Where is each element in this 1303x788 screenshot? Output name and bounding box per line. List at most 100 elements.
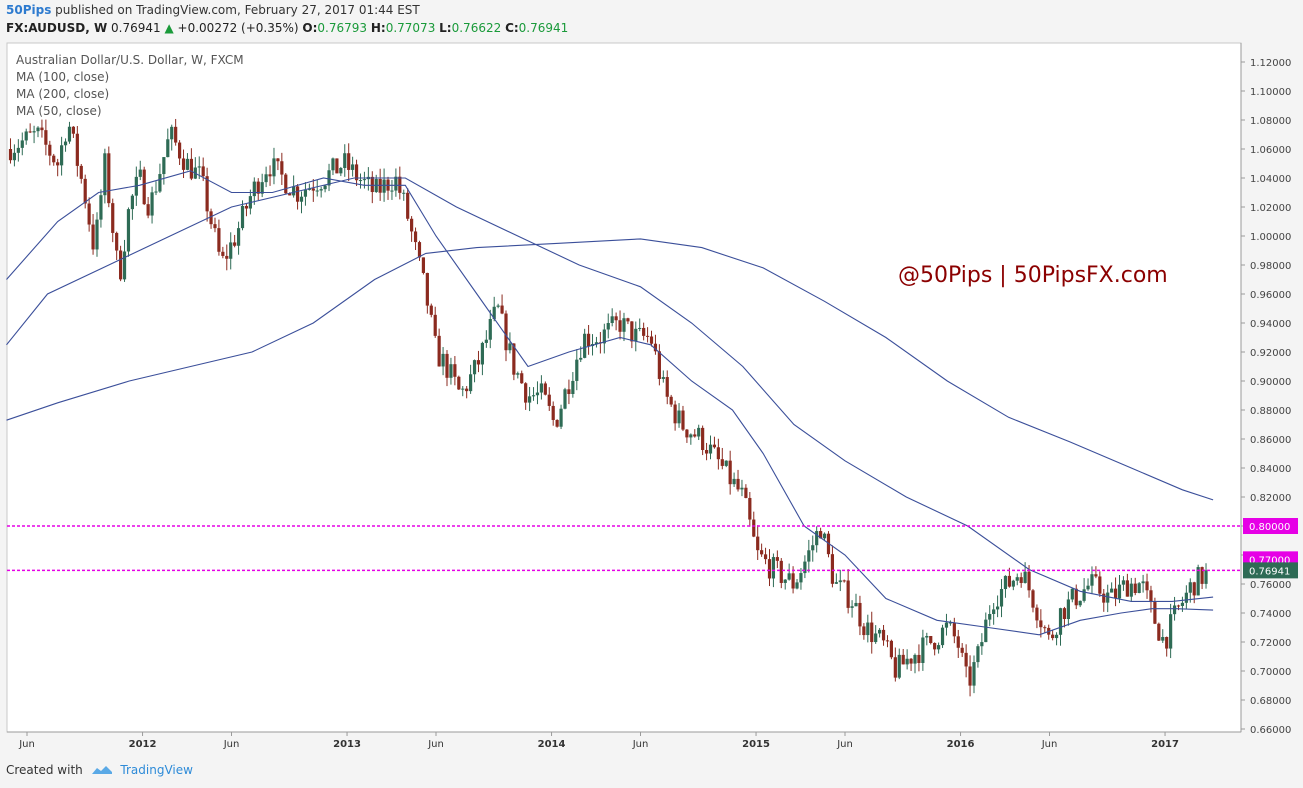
candle-body [822,533,827,539]
candle-body [657,351,661,379]
candle-body [323,185,327,190]
candle-body [563,389,567,409]
legend-title: Australian Dollar/U.S. Dollar, W, FXCM [16,53,244,67]
candle-body [724,460,728,466]
candle-body [48,144,52,156]
y-tick-label: 1.02000 [1250,203,1291,214]
candle-body [1184,592,1188,603]
candle-body [425,272,429,306]
candle-body [217,228,221,252]
candle-body [673,404,677,424]
candle-body [669,396,673,405]
candle-body [795,582,799,589]
candle-body [390,190,394,192]
candle-body [441,353,445,367]
candle-body [929,635,933,644]
y-tick-label: 1.06000 [1250,145,1291,156]
candle-body [480,342,485,365]
candle-body [583,333,587,358]
candle-body [197,166,201,168]
y-tick-label: 0.86000 [1250,435,1291,446]
candle-body [917,654,921,663]
candle-body [32,131,36,133]
last-price: 0.76941 [111,21,161,35]
candle-body [960,647,964,653]
candle-body [280,161,284,175]
candle-body [964,652,968,667]
y-axis-ticks: 1.12000 1.10000 1.08000 1.06000 1.04000 1.020… [1241,58,1291,736]
candle-body [535,392,540,396]
candle-body [665,377,669,397]
candle-body [142,169,146,205]
candle-body [126,209,131,252]
ma-line [6,170,1214,636]
candle-body [921,637,925,663]
candle-body [893,657,897,678]
tradingview-link[interactable]: TradingView [120,763,193,777]
candle-body [948,622,952,624]
y-tick-label: 0.88000 [1250,406,1291,417]
candle-body [653,343,658,352]
y-tick-label: 1.00000 [1250,232,1291,243]
candle-body [75,133,79,166]
candle-body [107,153,111,204]
candle-body [103,153,107,196]
high-value: 0.77073 [385,21,436,35]
candle-body [720,459,724,466]
candle-body [1153,602,1157,624]
author-link[interactable]: 50Pips [6,3,52,17]
y-tick-label: 1.12000 [1250,58,1291,69]
open-label: O: [302,21,318,35]
change-value: +0.00272 (+0.35%) [177,21,299,35]
candle-body [138,169,142,177]
candle-body [897,654,901,678]
candle-body [685,429,689,438]
tradingview-logo-icon[interactable] [91,764,113,774]
candle-body [492,306,496,320]
ohlc-line: FX:AUDUSD, W 0.76941 ▲ +0.00272 (+0.35%)… [6,21,568,35]
y-tick-label: 0.98000 [1250,261,1291,272]
candle-body [166,139,170,158]
candle-body [1149,590,1153,603]
candle-body [689,434,693,438]
candle-body [272,158,276,177]
level-tag [1243,518,1298,534]
candle-body [1003,575,1008,590]
candle-body [343,153,347,168]
y-tick-label: 0.68000 [1250,696,1291,707]
candle-body [819,531,823,539]
candle-body [1011,580,1015,587]
candle-body [382,179,386,193]
candle-body [952,622,956,637]
candle-body [1090,574,1094,586]
candle-body [162,157,166,175]
candle-body [1176,605,1181,607]
candle-body [1129,583,1133,597]
candle-body [1113,588,1118,599]
candle-body [704,449,709,454]
candle-body [402,192,406,194]
candle-body [807,550,811,562]
candle-body [811,545,815,551]
candle-body [170,126,174,140]
candle-body [67,126,72,142]
legend-ma50: MA (50, close) [16,104,102,118]
candle-body [575,359,579,381]
open-value: 0.76793 [317,21,368,35]
candle-body [303,189,308,197]
candle-body [830,554,835,584]
candle-body [661,377,665,379]
candle-body [319,189,323,191]
y-tick-label: 0.72000 [1250,638,1291,649]
candle-body [264,174,268,183]
candle-body [115,232,119,251]
candle-body [1019,577,1023,583]
candle-body [429,305,433,315]
candle-body [52,155,56,163]
candle-body [1082,589,1086,601]
candle-body [520,373,524,384]
candle-body [1196,567,1200,596]
candle-body [1192,582,1196,596]
candle-body [586,333,591,347]
